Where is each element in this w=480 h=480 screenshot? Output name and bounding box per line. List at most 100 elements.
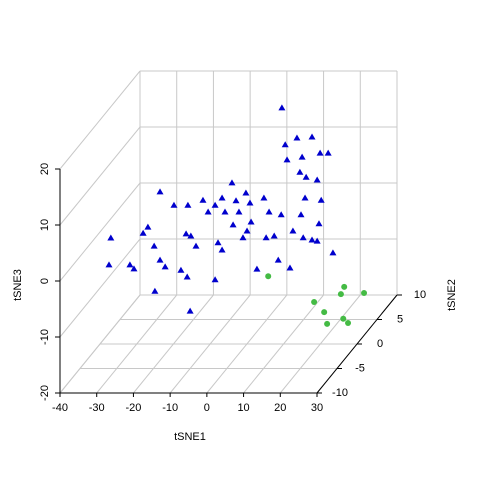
point bbox=[170, 201, 178, 208]
point bbox=[265, 273, 272, 280]
x-tick-label: 30 bbox=[311, 402, 323, 414]
point bbox=[324, 149, 332, 156]
point bbox=[340, 315, 347, 322]
point bbox=[177, 266, 185, 273]
point bbox=[161, 263, 169, 270]
point bbox=[289, 227, 297, 234]
side-grid-line bbox=[59, 238, 141, 338]
x-axis-title: tSNE1 bbox=[174, 431, 206, 443]
point bbox=[239, 234, 247, 241]
y-tick-label: 0 bbox=[377, 338, 383, 350]
z-tick-label: -20 bbox=[39, 385, 51, 401]
point bbox=[199, 196, 207, 203]
point bbox=[183, 273, 191, 280]
point bbox=[186, 307, 194, 314]
point bbox=[156, 256, 164, 263]
point bbox=[211, 201, 219, 208]
y-tick-label: -5 bbox=[355, 362, 365, 374]
point bbox=[235, 208, 243, 215]
point bbox=[321, 309, 328, 316]
point bbox=[337, 291, 344, 298]
point bbox=[283, 156, 291, 163]
point bbox=[126, 261, 134, 268]
point bbox=[218, 246, 226, 253]
z-tick-label: -10 bbox=[39, 329, 51, 345]
side-grid-line bbox=[59, 182, 141, 282]
point bbox=[293, 134, 301, 141]
y-axis-title: tSNE2 bbox=[446, 279, 458, 311]
point bbox=[242, 189, 250, 196]
point bbox=[315, 220, 323, 227]
point bbox=[246, 199, 254, 206]
point bbox=[286, 264, 294, 271]
side-grid-line bbox=[59, 294, 141, 394]
point bbox=[232, 197, 240, 204]
point bbox=[243, 227, 251, 234]
point bbox=[361, 290, 368, 297]
point bbox=[329, 249, 337, 256]
z-tick-label: 10 bbox=[39, 219, 51, 231]
point bbox=[313, 176, 321, 183]
y-tick-label: -10 bbox=[332, 387, 348, 399]
z-tick-label: 20 bbox=[39, 163, 51, 175]
point bbox=[204, 208, 212, 215]
point bbox=[105, 261, 113, 268]
side-grid-line bbox=[59, 70, 141, 170]
point bbox=[139, 229, 147, 236]
point bbox=[270, 232, 278, 239]
side-grid-line bbox=[59, 126, 141, 226]
point bbox=[296, 168, 304, 175]
point bbox=[214, 239, 222, 246]
point bbox=[187, 232, 195, 239]
point bbox=[265, 208, 273, 215]
point bbox=[107, 234, 115, 241]
y-tick-label: 10 bbox=[414, 289, 426, 301]
point bbox=[301, 194, 309, 201]
point bbox=[308, 133, 316, 140]
point bbox=[130, 265, 138, 272]
point bbox=[278, 104, 286, 111]
x-tick-label: -30 bbox=[89, 402, 105, 414]
point bbox=[297, 211, 305, 218]
point bbox=[277, 211, 285, 218]
point bbox=[151, 287, 159, 294]
point bbox=[260, 194, 268, 201]
point bbox=[211, 276, 219, 283]
point bbox=[316, 149, 324, 156]
point bbox=[192, 242, 200, 249]
point bbox=[345, 320, 352, 326]
point bbox=[229, 221, 237, 228]
point bbox=[247, 218, 255, 225]
x-tick-label: -10 bbox=[162, 402, 178, 414]
point bbox=[184, 201, 192, 208]
x-tick-label: 20 bbox=[274, 402, 286, 414]
point bbox=[313, 237, 321, 244]
point bbox=[311, 299, 318, 305]
point bbox=[156, 188, 164, 195]
point bbox=[253, 265, 261, 272]
point bbox=[262, 234, 270, 241]
x-tick-label: -20 bbox=[125, 402, 141, 414]
point bbox=[228, 179, 236, 186]
point bbox=[221, 208, 229, 215]
z-axis-title: tSNE3 bbox=[12, 269, 24, 301]
point bbox=[302, 173, 310, 180]
point bbox=[308, 236, 316, 243]
point bbox=[150, 242, 158, 249]
point bbox=[144, 223, 152, 230]
point bbox=[299, 234, 307, 241]
point bbox=[341, 283, 348, 290]
point bbox=[324, 320, 331, 327]
x-tick-label: 0 bbox=[204, 402, 210, 414]
point bbox=[274, 256, 282, 263]
point bbox=[281, 141, 289, 148]
point bbox=[218, 194, 226, 201]
x-tick-label: -40 bbox=[52, 402, 68, 414]
point bbox=[317, 196, 325, 203]
y-tick-label: 5 bbox=[397, 313, 403, 325]
point bbox=[298, 153, 306, 160]
x-tick-label: 10 bbox=[237, 402, 249, 414]
z-tick-label: 0 bbox=[39, 278, 51, 284]
point bbox=[182, 230, 190, 237]
